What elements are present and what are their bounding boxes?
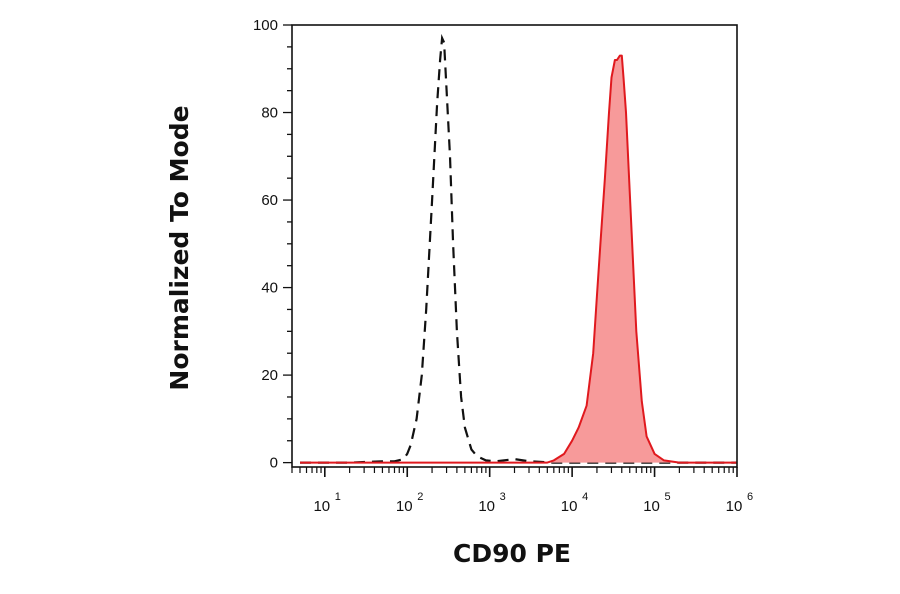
series-fill-1	[300, 55, 737, 463]
x-tick-base: 10	[643, 498, 660, 515]
y-axis: 0 20 40 60 80 100	[253, 17, 292, 472]
x-tick-base: 10	[396, 498, 413, 515]
x-tick-exponent: 1	[335, 491, 341, 503]
x-tick-label: 10 6	[726, 491, 753, 515]
y-tick-label: 80	[261, 105, 278, 122]
x-tick-base: 10	[561, 498, 578, 515]
series-line-1	[300, 54, 737, 464]
y-tick-label: 60	[261, 192, 278, 209]
series-layer	[300, 33, 737, 464]
x-tick-exponent: 3	[500, 491, 506, 503]
x-tick-exponent: 5	[665, 491, 671, 503]
x-tick-label: 10 5	[643, 491, 670, 515]
x-tick-label: 10 4	[561, 491, 588, 515]
x-tick-label: 10 1	[313, 491, 340, 515]
x-tick-base: 10	[313, 498, 330, 515]
y-tick-label: 20	[261, 367, 278, 384]
y-tick-label: 40	[261, 280, 278, 297]
y-tick-label: 0	[270, 455, 278, 472]
x-tick-label: 10 2	[396, 491, 423, 515]
y-tick-label: 100	[253, 17, 278, 34]
x-tick-exponent: 4	[582, 491, 588, 503]
x-tick-exponent: 6	[747, 491, 753, 503]
series-line-0	[300, 33, 737, 464]
plot-frame	[291, 24, 738, 468]
x-tick-base: 10	[726, 498, 743, 515]
x-axis-title: CD90 PE	[453, 539, 571, 568]
x-tick-exponent: 2	[417, 491, 423, 503]
x-tick-base: 10	[478, 498, 495, 515]
x-tick-label: 10 3	[478, 491, 505, 515]
x-axis: 10 1 10 2 10 3 10 4 10 5 10 6	[291, 467, 753, 515]
y-axis-title: Normalized To Mode	[165, 105, 194, 390]
